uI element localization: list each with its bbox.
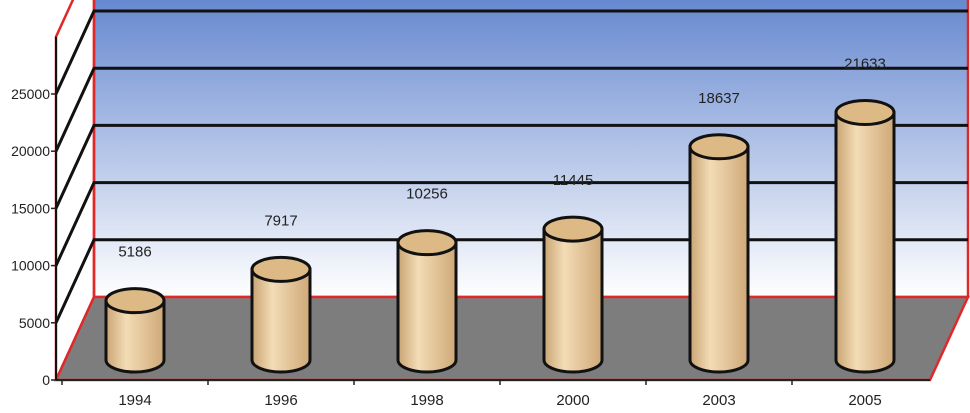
x-tick-label: 2005 (848, 392, 881, 409)
y-tick-label: 10000 (11, 258, 50, 274)
data-label: 5186 (118, 244, 151, 261)
floor (54, 295, 970, 382)
bar (104, 287, 166, 374)
x-tick-label: 1994 (118, 392, 151, 409)
bar (250, 255, 312, 374)
bar-top (396, 229, 458, 257)
gridline (54, 238, 968, 324)
x-axis-labels: 1994 1996 1998 2000 2003 2005 (61, 380, 882, 409)
bar-body (396, 241, 458, 374)
bar-top (688, 133, 750, 161)
y-axis-ticks: 0 5000 10000 15000 20000 25000 (11, 86, 56, 388)
data-label: 18637 (698, 90, 740, 107)
bar-body (834, 111, 896, 374)
bar (688, 133, 750, 374)
bar-series: 5186 7917 10256 11445 18637 21633 (104, 56, 896, 374)
gridline (54, 9, 968, 95)
bar (396, 229, 458, 374)
y-tick-label: 25000 (11, 86, 50, 102)
gridline (54, 123, 968, 210)
data-label: 21633 (844, 56, 886, 73)
y-tick-label: 20000 (11, 143, 50, 159)
chart-frame (54, 0, 970, 382)
bar-top (542, 215, 604, 243)
y-tick-label: 5000 (19, 315, 50, 331)
x-tick-label: 1996 (264, 392, 297, 409)
bar-body (542, 227, 604, 374)
bar-top (250, 255, 312, 283)
x-tick-label: 1998 (410, 392, 443, 409)
bar-top (834, 99, 896, 127)
bar (542, 215, 604, 374)
back-wall (92, 0, 970, 299)
gridline (54, 66, 968, 152)
data-label: 11445 (553, 172, 594, 189)
x-tick-label: 2003 (702, 392, 735, 409)
gridline (54, 181, 968, 267)
bar-body (104, 299, 166, 374)
data-label: 7917 (264, 212, 297, 229)
y-tick-label: 15000 (11, 200, 50, 216)
y-tick-label: 0 (42, 372, 50, 388)
x-tick-label: 2000 (556, 392, 589, 409)
bar-body (250, 267, 312, 374)
data-label: 10256 (406, 186, 448, 203)
bar-body (688, 145, 750, 374)
bar-top (104, 287, 166, 315)
bar (834, 99, 896, 374)
